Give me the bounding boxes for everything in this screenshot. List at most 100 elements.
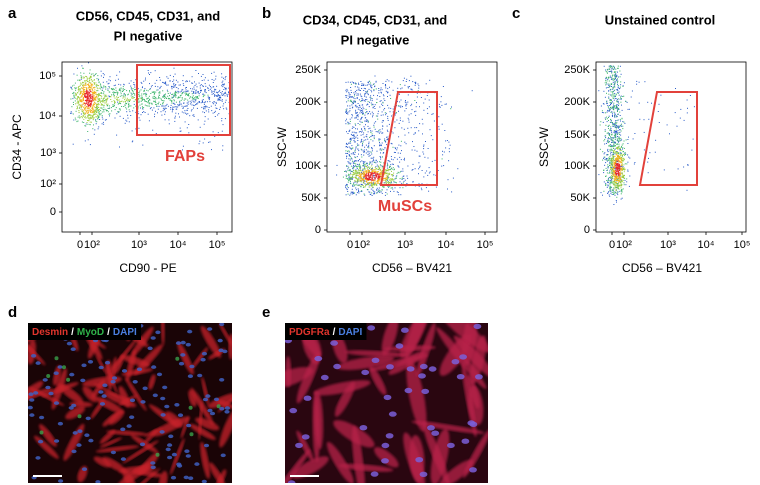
dot (130, 80, 132, 82)
dot (350, 89, 352, 91)
dot (605, 80, 607, 82)
dot (156, 98, 158, 100)
dot (618, 136, 620, 138)
dot (122, 117, 124, 119)
dot (611, 180, 613, 182)
nucleus (53, 371, 59, 376)
dot (181, 92, 183, 94)
dot (87, 102, 89, 104)
nucleus (219, 323, 225, 327)
dot (363, 171, 365, 173)
dot (623, 168, 624, 170)
dot (385, 183, 387, 184)
dot (612, 163, 614, 165)
dot (398, 172, 400, 174)
dot (619, 152, 621, 154)
dot (365, 112, 367, 114)
dot (368, 169, 370, 171)
dot (165, 96, 167, 98)
cell (144, 429, 158, 444)
dot (133, 84, 135, 85)
dot (400, 88, 402, 90)
dot (415, 82, 417, 84)
dot (434, 159, 436, 161)
dot (82, 92, 84, 94)
dot (355, 117, 357, 119)
dot (396, 149, 398, 151)
dot (179, 91, 181, 93)
dot (89, 93, 90, 95)
dot (91, 103, 92, 105)
dot (387, 175, 389, 176)
dot (391, 179, 393, 181)
dot (613, 106, 615, 108)
dot (615, 98, 617, 100)
dot (202, 102, 204, 103)
dot (615, 68, 617, 70)
dot (628, 185, 630, 187)
nucleus (205, 394, 211, 398)
dot (381, 192, 383, 194)
dot (407, 86, 409, 88)
dot (132, 95, 134, 97)
dot (355, 165, 357, 167)
dot (348, 174, 350, 176)
dot (628, 108, 630, 110)
dot (686, 112, 688, 114)
dot (368, 82, 369, 84)
dot (88, 91, 90, 93)
dot (102, 99, 104, 101)
dot (425, 187, 427, 189)
dot (380, 173, 382, 175)
dot (382, 178, 384, 179)
dot (164, 95, 166, 97)
dot (164, 111, 166, 113)
dot (197, 91, 199, 93)
dot (401, 150, 402, 152)
dot (367, 90, 369, 92)
dot (223, 77, 224, 79)
dot (401, 179, 403, 180)
dot (370, 182, 372, 184)
dot (376, 168, 378, 170)
dot (363, 108, 365, 110)
dot (438, 128, 440, 130)
dot (89, 77, 91, 79)
dot (407, 177, 409, 179)
nucleus (187, 374, 193, 379)
dot (72, 92, 74, 94)
dot (355, 147, 357, 149)
dot (81, 83, 83, 85)
dot (608, 191, 610, 192)
dot (188, 132, 190, 134)
dot (98, 85, 100, 87)
dot (113, 88, 115, 90)
dot (396, 158, 398, 160)
dot (189, 80, 191, 82)
cell (63, 423, 85, 461)
dot (207, 94, 209, 96)
dot (365, 91, 367, 93)
dot (613, 141, 615, 143)
dot (185, 93, 187, 95)
dot (617, 184, 619, 185)
dot (135, 111, 137, 113)
scatter-dots (336, 75, 473, 196)
dot (611, 94, 613, 96)
dot (609, 187, 611, 189)
dot (608, 110, 610, 111)
dot (421, 183, 423, 185)
dot (379, 143, 381, 145)
dot (132, 110, 134, 112)
dot (619, 98, 621, 100)
dot (102, 104, 103, 106)
dot (357, 140, 359, 141)
dot (618, 125, 620, 127)
dot (198, 82, 200, 84)
dot (214, 95, 215, 97)
dot (614, 184, 616, 186)
dot (350, 83, 352, 85)
cell (228, 333, 232, 360)
dot (608, 172, 610, 174)
dot (89, 75, 91, 77)
